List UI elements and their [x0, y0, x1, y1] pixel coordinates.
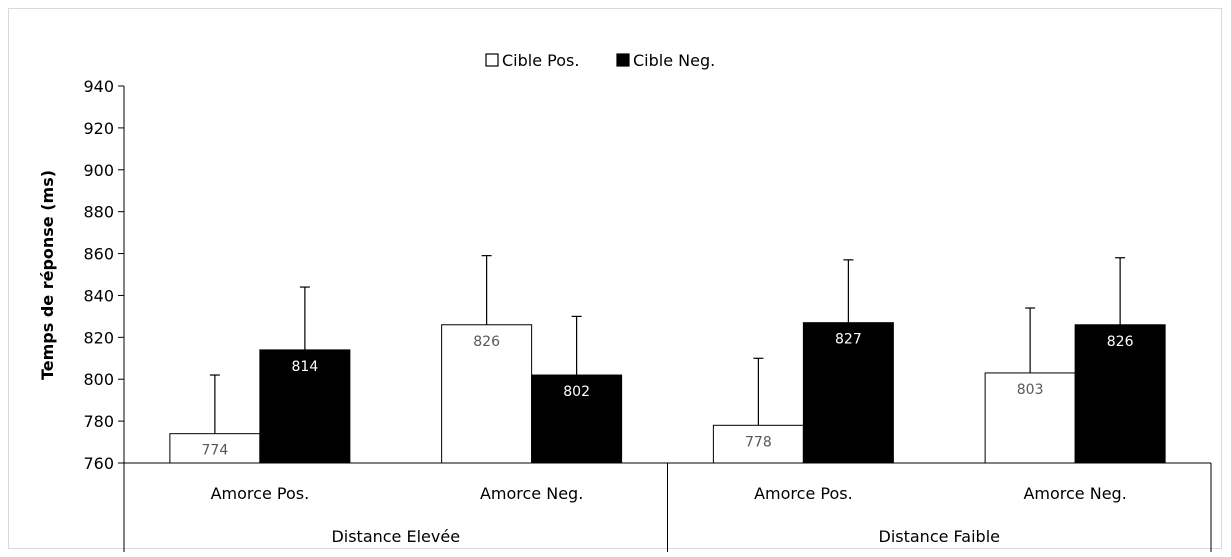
y-tick-label: 760: [83, 454, 114, 473]
legend-swatch-cible-neg: [616, 53, 630, 67]
data-label: 802: [563, 384, 590, 400]
y-tick-label: 860: [83, 245, 114, 264]
category-label: Amorce Neg.: [480, 484, 583, 503]
data-label: 814: [292, 359, 319, 375]
y-axis-label: Temps de réponse (ms): [38, 170, 57, 380]
bar: [712, 424, 804, 464]
data-label: 778: [745, 434, 772, 450]
group-label: Distance Elevée: [331, 527, 460, 546]
y-tick-label: 780: [83, 412, 114, 431]
group-label: Distance Faible: [879, 527, 1000, 546]
data-label: 826: [1107, 334, 1134, 350]
y-tick-label: 840: [83, 286, 114, 305]
category-label: Amorce Neg.: [1023, 484, 1126, 503]
y-tick-label: 820: [83, 328, 114, 347]
y-tick-label: 920: [83, 119, 114, 138]
bar: [802, 322, 894, 464]
legend-label-cible-neg: Cible Neg.: [633, 51, 715, 70]
y-tick-label: 880: [83, 203, 114, 222]
bar: [984, 372, 1076, 464]
bar: [441, 324, 533, 464]
legend-swatch-cible-pos: [485, 53, 499, 67]
legend: Cible Pos. Cible Neg.: [485, 51, 715, 70]
y-tick-label: 940: [83, 77, 114, 96]
category-label: Amorce Pos.: [211, 484, 310, 503]
y-tick-label: 800: [83, 370, 114, 389]
category-label: Amorce Pos.: [754, 484, 853, 503]
data-label: 803: [1017, 382, 1044, 398]
bar: [531, 374, 623, 464]
bar: [259, 349, 351, 464]
bar: [1074, 324, 1166, 464]
data-label: 774: [202, 443, 229, 459]
data-label: 826: [473, 334, 500, 350]
legend-label-cible-pos: Cible Pos.: [502, 51, 579, 70]
data-label: 827: [835, 332, 862, 348]
y-tick-label: 900: [83, 161, 114, 180]
